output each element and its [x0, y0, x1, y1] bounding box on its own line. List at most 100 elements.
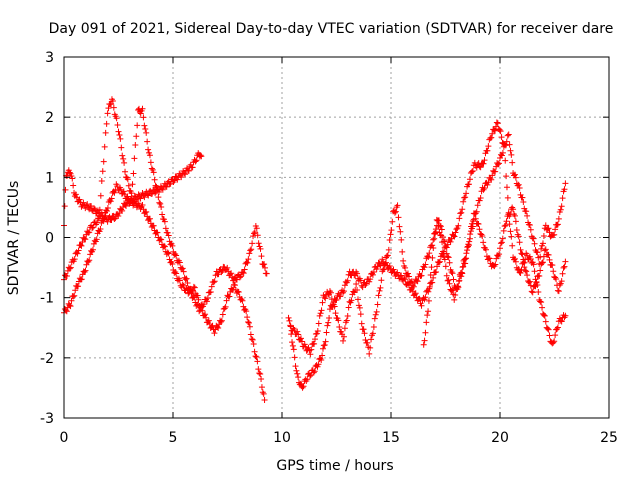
data-point: [340, 333, 347, 340]
data-point: [428, 264, 435, 271]
data-point: [530, 235, 537, 242]
data-point: [388, 227, 395, 234]
data-point: [461, 256, 468, 263]
data-point: [562, 180, 569, 187]
data-point: [488, 134, 495, 141]
data-point: [497, 240, 504, 247]
data-point: [510, 206, 517, 213]
data-point: [495, 161, 502, 168]
data-point: [140, 114, 147, 121]
data-point: [492, 127, 499, 134]
data-point: [218, 317, 225, 324]
data-point: [379, 256, 386, 263]
data-point: [527, 226, 534, 233]
data-point: [382, 260, 389, 267]
data-point: [205, 317, 212, 324]
data-point: [122, 168, 129, 175]
data-point: [503, 138, 510, 145]
data-point: [120, 188, 127, 195]
data-point: [323, 329, 330, 336]
x-tick-label: 5: [169, 430, 178, 446]
data-point: [502, 157, 509, 164]
data-point: [263, 270, 270, 277]
data-point: [376, 287, 383, 294]
data-point: [298, 338, 305, 345]
data-point: [246, 250, 253, 257]
data-point: [261, 261, 268, 268]
data-point: [386, 263, 393, 270]
data-point: [557, 206, 564, 213]
data-point: [526, 278, 533, 285]
data-point: [258, 384, 265, 391]
data-point: [314, 328, 321, 335]
data-point: [530, 261, 537, 268]
data-point: [91, 205, 98, 212]
data-point: [202, 311, 209, 318]
data-point: [93, 236, 100, 243]
data-point: [70, 293, 77, 300]
data-point: [256, 370, 263, 377]
data-point: [315, 361, 322, 368]
data-point: [241, 266, 248, 273]
data-point: [368, 336, 375, 343]
data-point: [436, 258, 443, 265]
data-point: [546, 332, 553, 339]
data-point: [182, 276, 189, 283]
data-point: [201, 301, 208, 308]
data-point: [396, 223, 403, 230]
data-point: [143, 208, 150, 215]
data-point: [254, 232, 261, 239]
data-point: [172, 173, 179, 180]
data-point: [70, 182, 77, 189]
data-point: [449, 287, 456, 294]
data-point: [445, 254, 452, 261]
data-point: [374, 263, 381, 270]
data-point: [458, 269, 465, 276]
data-point: [509, 159, 516, 166]
data-point: [537, 267, 544, 274]
data-point: [231, 282, 238, 289]
data-point: [327, 289, 334, 296]
data-point: [538, 299, 545, 306]
data-point: [82, 267, 89, 274]
data-point: [421, 264, 428, 271]
data-point: [115, 213, 122, 220]
data-point: [555, 288, 562, 295]
data-point: [536, 272, 543, 279]
data-point: [504, 194, 511, 201]
data-point: [380, 266, 387, 273]
data-point: [542, 318, 549, 325]
chart-title: Day 091 of 2021, Sidereal Day-to-day VTE…: [49, 21, 614, 37]
data-point: [354, 296, 361, 303]
data-point: [89, 246, 96, 253]
data-point: [466, 238, 473, 245]
data-point: [484, 147, 491, 154]
data-point: [291, 354, 298, 361]
data-point: [518, 266, 525, 273]
data-point: [348, 297, 355, 304]
data-point: [131, 155, 138, 162]
data-point: [488, 176, 495, 183]
data-point: [178, 174, 185, 181]
data-point: [96, 206, 103, 213]
data-point: [235, 289, 242, 296]
data-point: [491, 126, 498, 133]
data-point: [465, 241, 472, 248]
data-point: [66, 302, 73, 309]
data-point: [459, 206, 466, 213]
data-point: [67, 303, 74, 310]
data-point: [158, 236, 165, 243]
data-point: [207, 289, 214, 296]
data-point: [248, 246, 255, 253]
data-point: [250, 233, 257, 240]
data-point: [507, 228, 514, 235]
data-point: [446, 280, 453, 287]
data-point: [427, 272, 434, 279]
data-point: [453, 226, 460, 233]
data-point: [344, 277, 351, 284]
data-point: [505, 131, 512, 138]
data-point: [294, 370, 301, 377]
data-point: [524, 252, 531, 259]
data-point: [210, 279, 217, 286]
